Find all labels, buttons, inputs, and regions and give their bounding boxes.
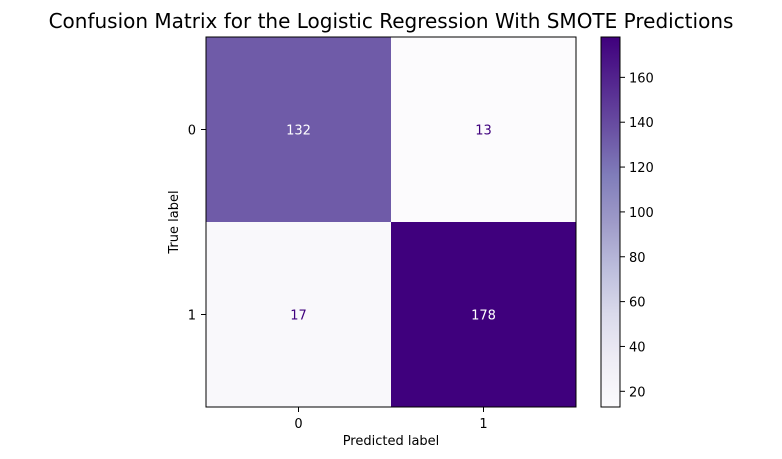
matrix-cell-labels: 132 13 17 178 [286, 124, 496, 324]
matrix-cell [391, 37, 576, 222]
colorbar-tick-label: 140 [629, 116, 654, 131]
colorbar-tick-label: 120 [629, 161, 654, 176]
cell-value-label: 132 [286, 124, 311, 139]
x-tick-label: 0 [294, 417, 302, 432]
colorbar-ticks: 20 40 60 80 100 120 140 160 [620, 71, 654, 400]
x-axis-label: Predicted label [343, 434, 440, 449]
x-tick-label: 1 [479, 417, 487, 432]
colorbar [600, 36, 621, 408]
colorbar-tick-label: 160 [629, 71, 654, 86]
plot-frame [205, 36, 577, 408]
cell-value-label: 17 [290, 309, 307, 324]
matrix-cell [391, 222, 576, 407]
chart-title: Confusion Matrix for the Logistic Regres… [49, 9, 734, 33]
matrix-cell [206, 37, 391, 222]
matrix-cell [206, 222, 391, 407]
cell-value-label: 178 [471, 309, 496, 324]
y-tick-label: 1 [188, 309, 196, 324]
y-axis-label: True label [167, 190, 182, 254]
y-axis-ticks: 01 [188, 124, 206, 324]
colorbar-tick-label: 40 [629, 340, 646, 355]
colorbar-tick-label: 60 [629, 296, 646, 311]
matrix-cells [206, 37, 576, 407]
colorbar-tick-label: 100 [629, 206, 654, 221]
colorbar-tick-label: 20 [629, 385, 646, 400]
cell-value-label: 13 [475, 124, 492, 139]
y-tick-label: 0 [188, 124, 196, 139]
colorbar-tick-label: 80 [629, 251, 646, 266]
